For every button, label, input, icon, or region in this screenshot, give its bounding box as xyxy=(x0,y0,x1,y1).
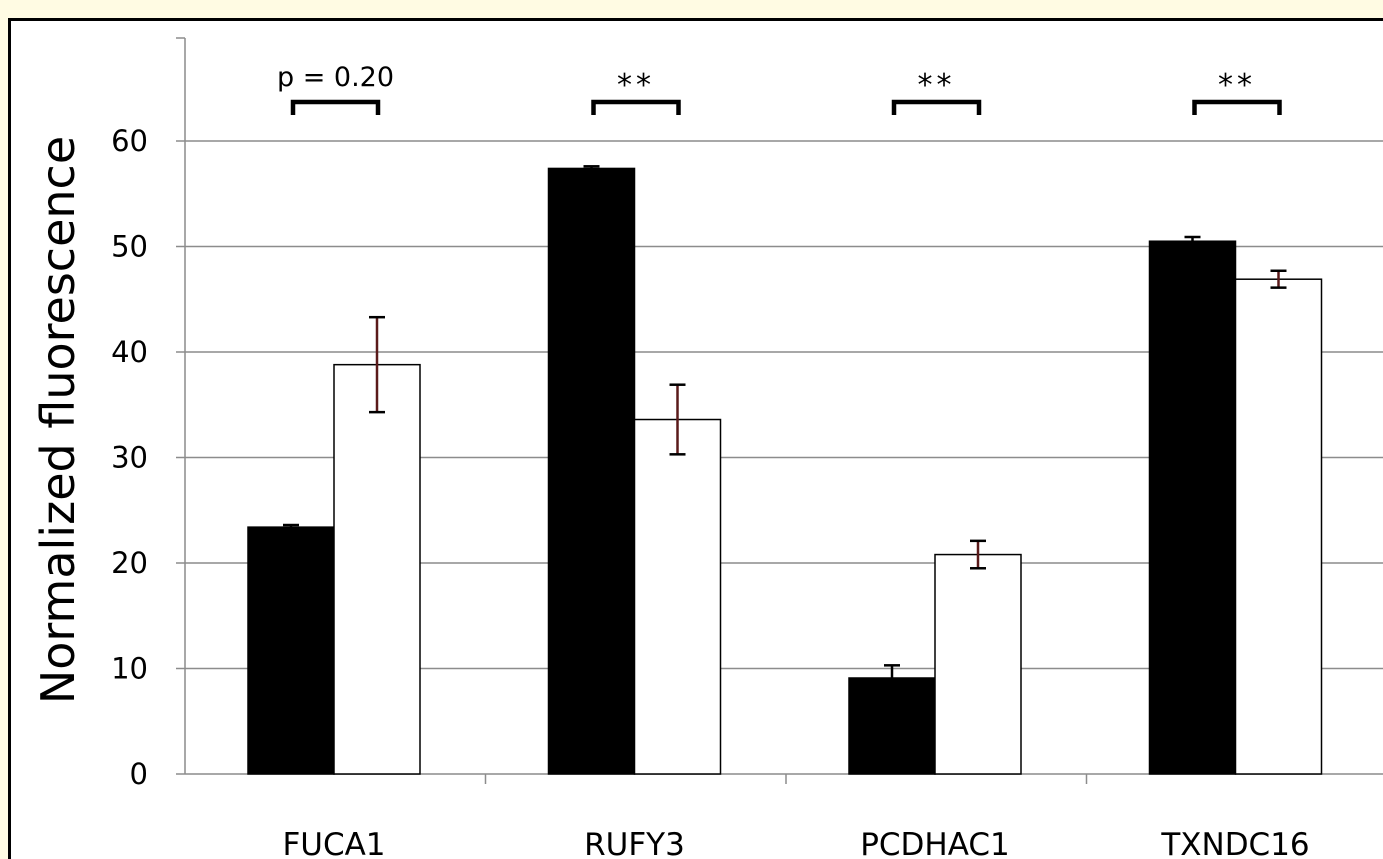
y-tick-label: 60 xyxy=(111,124,148,158)
significance-label: ** xyxy=(1218,68,1256,103)
significance-bracket xyxy=(891,99,982,115)
category-label: RUFY3 xyxy=(584,827,685,859)
significance-label: p = 0.20 xyxy=(277,62,394,93)
bar xyxy=(848,677,936,775)
bar xyxy=(547,167,636,775)
bar xyxy=(1148,240,1237,775)
y-tick-label: 50 xyxy=(111,230,148,264)
y-tick-label: 20 xyxy=(111,546,148,580)
category-label: FUCA1 xyxy=(282,827,385,859)
y-tick-label: 30 xyxy=(111,441,148,475)
category-label: PCDHAC1 xyxy=(860,827,1010,859)
significance-bracket xyxy=(1192,99,1282,115)
significance-label: ** xyxy=(918,68,956,103)
bar xyxy=(333,363,421,775)
category-label: TXNDC16 xyxy=(1160,827,1309,859)
labels: 0 10 20 30 40 50 60 FUCA1 RUFY3 PCDHAC1 TXNDC16 xyxy=(111,124,1310,859)
y-tick-label: 0 xyxy=(130,757,148,791)
bar xyxy=(934,553,1022,775)
bar xyxy=(633,418,722,775)
significance-bracket xyxy=(290,99,381,115)
bar xyxy=(1234,278,1323,775)
y-tick-label: 10 xyxy=(111,652,148,686)
bar xyxy=(247,526,335,775)
y-tick-label: 40 xyxy=(111,335,148,369)
significance-label: ** xyxy=(617,68,655,103)
significance-bracket xyxy=(591,99,681,115)
bars xyxy=(247,167,1323,775)
error-bars xyxy=(283,165,1287,692)
significance-brackets: p = 0.20 ** ** ** xyxy=(277,62,1282,115)
y-axis-label: Normalized fluorescence xyxy=(31,136,85,704)
